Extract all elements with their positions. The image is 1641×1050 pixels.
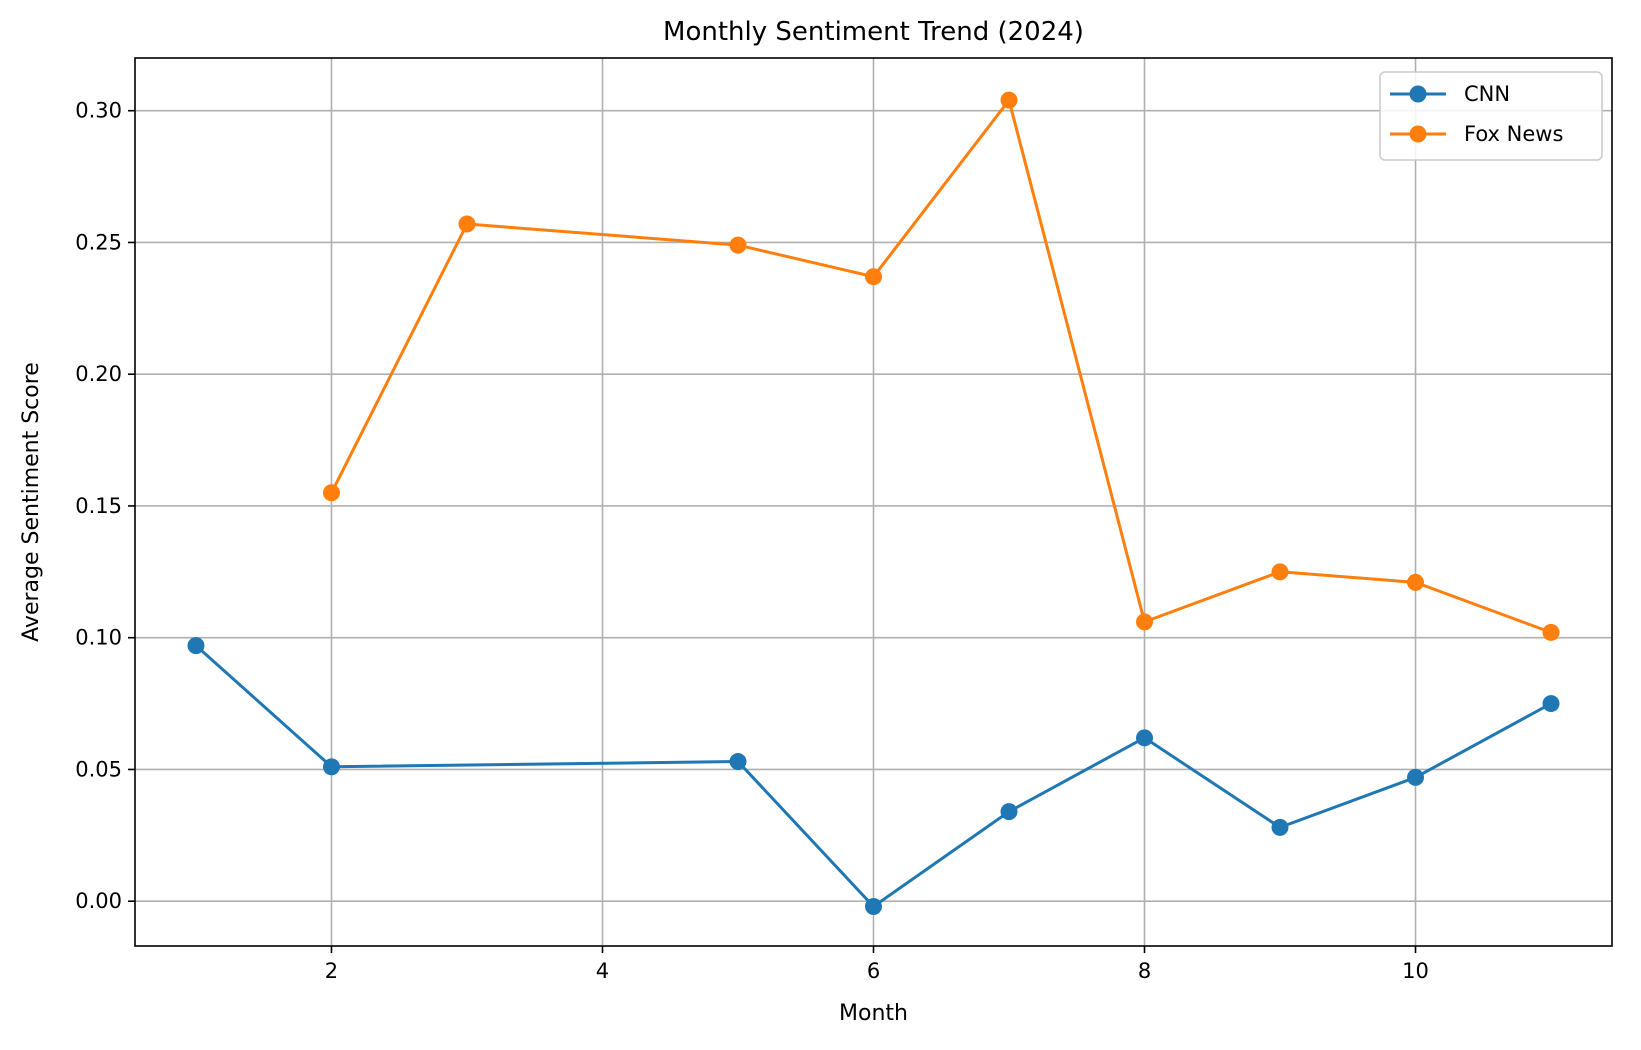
cnn-point: [1542, 695, 1560, 713]
y-tick-label: 0.15: [75, 494, 122, 518]
y-axis-label: Average Sentiment Score: [19, 362, 44, 642]
cnn-point: [1271, 818, 1289, 836]
x-tick-label: 2: [325, 959, 338, 983]
legend-label-cnn: CNN: [1464, 82, 1510, 106]
series-fox-news: [322, 91, 1560, 641]
x-axis-label: Month: [839, 1001, 908, 1026]
fox-news-point: [865, 268, 882, 286]
fox-news-point: [1000, 91, 1018, 109]
series-cnn: [187, 637, 1560, 915]
cnn-point: [322, 758, 340, 776]
x-tick-label: 4: [596, 959, 609, 983]
cnn-point: [865, 897, 882, 915]
y-tick-label: 0.30: [75, 99, 122, 123]
fox-news-point: [1407, 573, 1425, 591]
grid-lines: [135, 58, 1612, 946]
y-tick-label: 0.10: [75, 626, 122, 650]
fox-news-point: [1271, 563, 1289, 581]
cnn-point: [1000, 803, 1018, 821]
series-layer: [187, 91, 1560, 915]
fox-news-point: [1136, 613, 1154, 631]
cnn-point: [1407, 768, 1425, 786]
legend-label-fox-news: Fox News: [1464, 122, 1563, 146]
y-tick-label: 0.05: [75, 757, 122, 781]
fox-news-point: [1542, 623, 1560, 641]
legend-marker-fox-news: [1409, 125, 1427, 143]
fox-news-point: [458, 215, 476, 233]
fox-news-point: [322, 484, 340, 502]
cnn-point: [187, 637, 205, 655]
y-tick-label: 0.20: [75, 362, 122, 386]
y-tick-label: 0.00: [75, 889, 122, 913]
x-tick-label: 6: [867, 959, 880, 983]
cnn-point: [1136, 729, 1154, 747]
axis-ticks: 2 4 6 8 10 0.00 0.05 0.10 0.15 0.20 0.25 0.30: [75, 99, 1429, 983]
chart-title: Monthly Sentiment Trend (2024): [663, 17, 1084, 47]
legend-marker-cnn: [1409, 85, 1427, 103]
y-tick-label: 0.25: [75, 230, 122, 254]
x-tick-label: 8: [1138, 959, 1151, 983]
x-tick-label: 10: [1402, 959, 1429, 983]
fox-news-point: [729, 236, 747, 254]
legend: CNN Fox News: [1379, 71, 1603, 161]
cnn-point: [729, 753, 747, 771]
